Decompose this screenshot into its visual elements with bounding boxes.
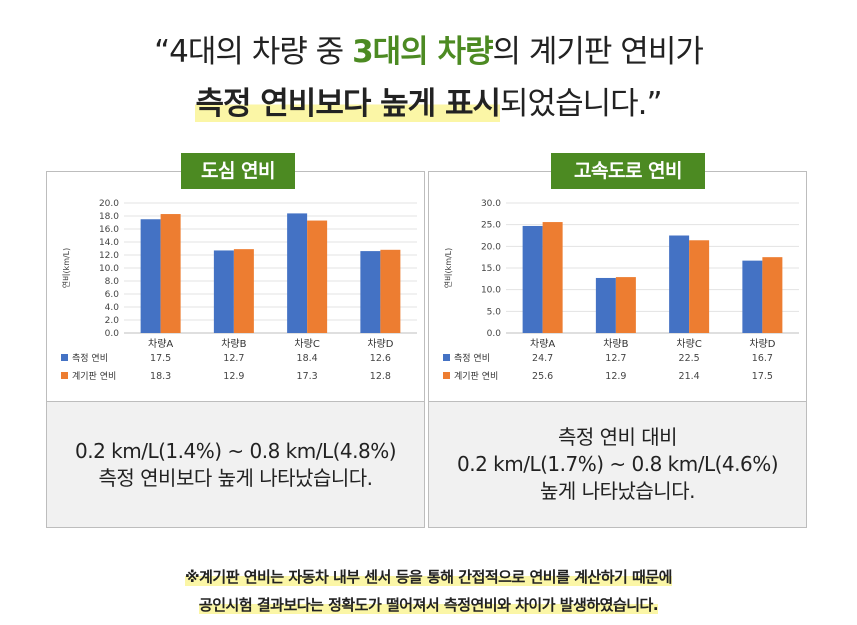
data-label: 12.8 xyxy=(370,371,391,382)
highway-chart-title: 고속도로 연비 xyxy=(551,153,705,189)
y-tick-label: 0.0 xyxy=(105,329,120,339)
data-label: 21.4 xyxy=(679,371,700,382)
footnote-line-1: ※계기판 연비는 자동차 내부 센서 등을 통해 간접적으로 연비를 계산하기 … xyxy=(0,566,857,587)
bar-dashboard xyxy=(689,240,710,333)
y-tick-label: 18.0 xyxy=(99,212,119,222)
data-label: 18.4 xyxy=(297,353,318,364)
data-label: 16.7 xyxy=(752,353,773,364)
headline-text-1a: “4대의 차량 중 xyxy=(154,34,353,70)
y-tick-label: 30.0 xyxy=(481,199,501,209)
bar-measured xyxy=(213,250,234,333)
bar-dashboard xyxy=(380,249,401,333)
data-label: 12.9 xyxy=(605,371,626,382)
bar-measured xyxy=(669,235,690,333)
bar-measured xyxy=(140,219,161,333)
highway-fuel-chart: 30.0 25.0 20.0 15.0 10.0 5.0 0.0 연비(km/L) 차량A 차량B… xyxy=(443,199,799,382)
legend-swatch xyxy=(61,354,68,361)
legend-swatch xyxy=(443,354,450,361)
x-category-label: 차량C xyxy=(294,338,319,350)
legend-label: 계기판 연비 xyxy=(72,370,116,382)
city-note-line-2: 측정 연비보다 높게 나타났습니다. xyxy=(98,465,373,490)
y-axis-label: 연비(km/L) xyxy=(444,248,453,289)
city-chart-panel: 20.0 18.0 16.0 14.0 12.0 10.0 8.0 6.0 4.0 2.0 0.0 연… xyxy=(46,171,425,402)
highway-note: 측정 연비 대비 0.2 km/L(1.7%) ~ 0.8 km/L(4.6%)… xyxy=(428,402,807,528)
bar-measured xyxy=(360,251,381,333)
y-tick-label: 6.0 xyxy=(105,290,120,300)
bar-dashboard xyxy=(160,214,181,333)
data-label: 24.7 xyxy=(532,353,553,364)
data-label: 17.5 xyxy=(752,371,773,382)
headline-highlight-text: 측정 연비보다 높게 표시 xyxy=(195,86,501,122)
y-tick-label: 12.0 xyxy=(99,251,119,261)
x-category-label: 차량D xyxy=(367,338,393,350)
highway-chart-panel: 30.0 25.0 20.0 15.0 10.0 5.0 0.0 연비(km/L) 차량A 차량B… xyxy=(428,171,807,402)
headline-text-2b: 되었습니다.” xyxy=(500,86,663,122)
bar-measured xyxy=(287,213,308,333)
x-category-label: 차량D xyxy=(749,338,775,350)
y-tick-label: 14.0 xyxy=(99,238,119,248)
footnote-text-2: 공인시험 결과보다는 정확도가 떨어져서 측정연비와 차이가 발생하였습니다. xyxy=(198,596,659,614)
x-category-label: 차량C xyxy=(676,338,701,350)
x-category-label: 차량A xyxy=(148,338,173,350)
x-category-label: 차량B xyxy=(221,338,246,350)
y-tick-label: 10.0 xyxy=(99,264,119,274)
data-label: 12.7 xyxy=(223,353,244,364)
legend-swatch xyxy=(443,372,450,379)
y-axis-label: 연비(km/L) xyxy=(62,248,71,289)
data-label: 12.9 xyxy=(223,371,244,382)
data-label: 18.3 xyxy=(150,371,171,382)
highway-note-line-1: 측정 연비 대비 xyxy=(557,425,678,449)
bar-dashboard xyxy=(233,249,254,333)
bar-measured xyxy=(595,277,616,333)
bar-measured xyxy=(742,260,763,333)
headline-text-1b: 의 계기판 연비가 xyxy=(492,34,704,70)
data-label: 12.6 xyxy=(370,353,391,364)
bar-dashboard xyxy=(615,277,636,333)
footnote-text-1: ※계기판 연비는 자동차 내부 센서 등을 통해 간접적으로 연비를 계산하기 … xyxy=(185,568,672,586)
y-tick-label: 8.0 xyxy=(105,277,120,287)
y-tick-label: 16.0 xyxy=(99,225,119,235)
y-tick-label: 2.0 xyxy=(105,316,120,326)
highway-note-line-3: 높게 나타났습니다. xyxy=(540,479,695,503)
city-note-line-1: 0.2 km/L(1.4%) ~ 0.8 km/L(4.8%) xyxy=(74,438,397,463)
bar-dashboard xyxy=(762,257,783,333)
y-tick-label: 20.0 xyxy=(481,242,501,252)
data-label: 22.5 xyxy=(679,353,700,364)
bar-measured xyxy=(522,225,543,333)
bar-dashboard xyxy=(542,222,563,333)
footnote-line-2: 공인시험 결과보다는 정확도가 떨어져서 측정연비와 차이가 발생하였습니다. xyxy=(0,594,857,615)
legend-label: 측정 연비 xyxy=(454,353,490,364)
y-tick-label: 0.0 xyxy=(487,329,502,339)
legend-label: 측정 연비 xyxy=(72,353,108,364)
x-category-label: 차량A xyxy=(530,338,555,350)
data-label: 17.3 xyxy=(297,371,318,382)
y-tick-label: 5.0 xyxy=(487,307,502,317)
legend-swatch xyxy=(61,372,68,379)
y-tick-label: 25.0 xyxy=(481,221,501,231)
highway-note-line-2: 0.2 km/L(1.7%) ~ 0.8 km/L(4.6%) xyxy=(456,452,779,476)
city-note: 0.2 km/L(1.4%) ~ 0.8 km/L(4.8%) 측정 연비보다 … xyxy=(46,402,425,528)
bar-dashboard xyxy=(307,220,328,333)
data-label: 12.7 xyxy=(605,353,626,364)
y-tick-label: 20.0 xyxy=(99,199,119,209)
headline-line-1: “4대의 차량 중 3대의 차량의 계기판 연비가 xyxy=(0,26,857,71)
headline-green-text: 3대의 차량 xyxy=(352,34,493,70)
data-label: 25.6 xyxy=(532,371,553,382)
city-chart-title: 도심 연비 xyxy=(181,153,295,189)
headline-line-2: 측정 연비보다 높게 표시되었습니다.” xyxy=(0,78,857,123)
data-label: 17.5 xyxy=(150,353,171,364)
city-fuel-chart: 20.0 18.0 16.0 14.0 12.0 10.0 8.0 6.0 4.0 2.0 0.0 연… xyxy=(61,199,417,382)
y-tick-label: 4.0 xyxy=(105,303,120,313)
x-category-label: 차량B xyxy=(603,338,628,350)
y-tick-label: 10.0 xyxy=(481,286,501,296)
y-tick-label: 15.0 xyxy=(481,264,501,274)
legend-label: 계기판 연비 xyxy=(454,370,498,382)
